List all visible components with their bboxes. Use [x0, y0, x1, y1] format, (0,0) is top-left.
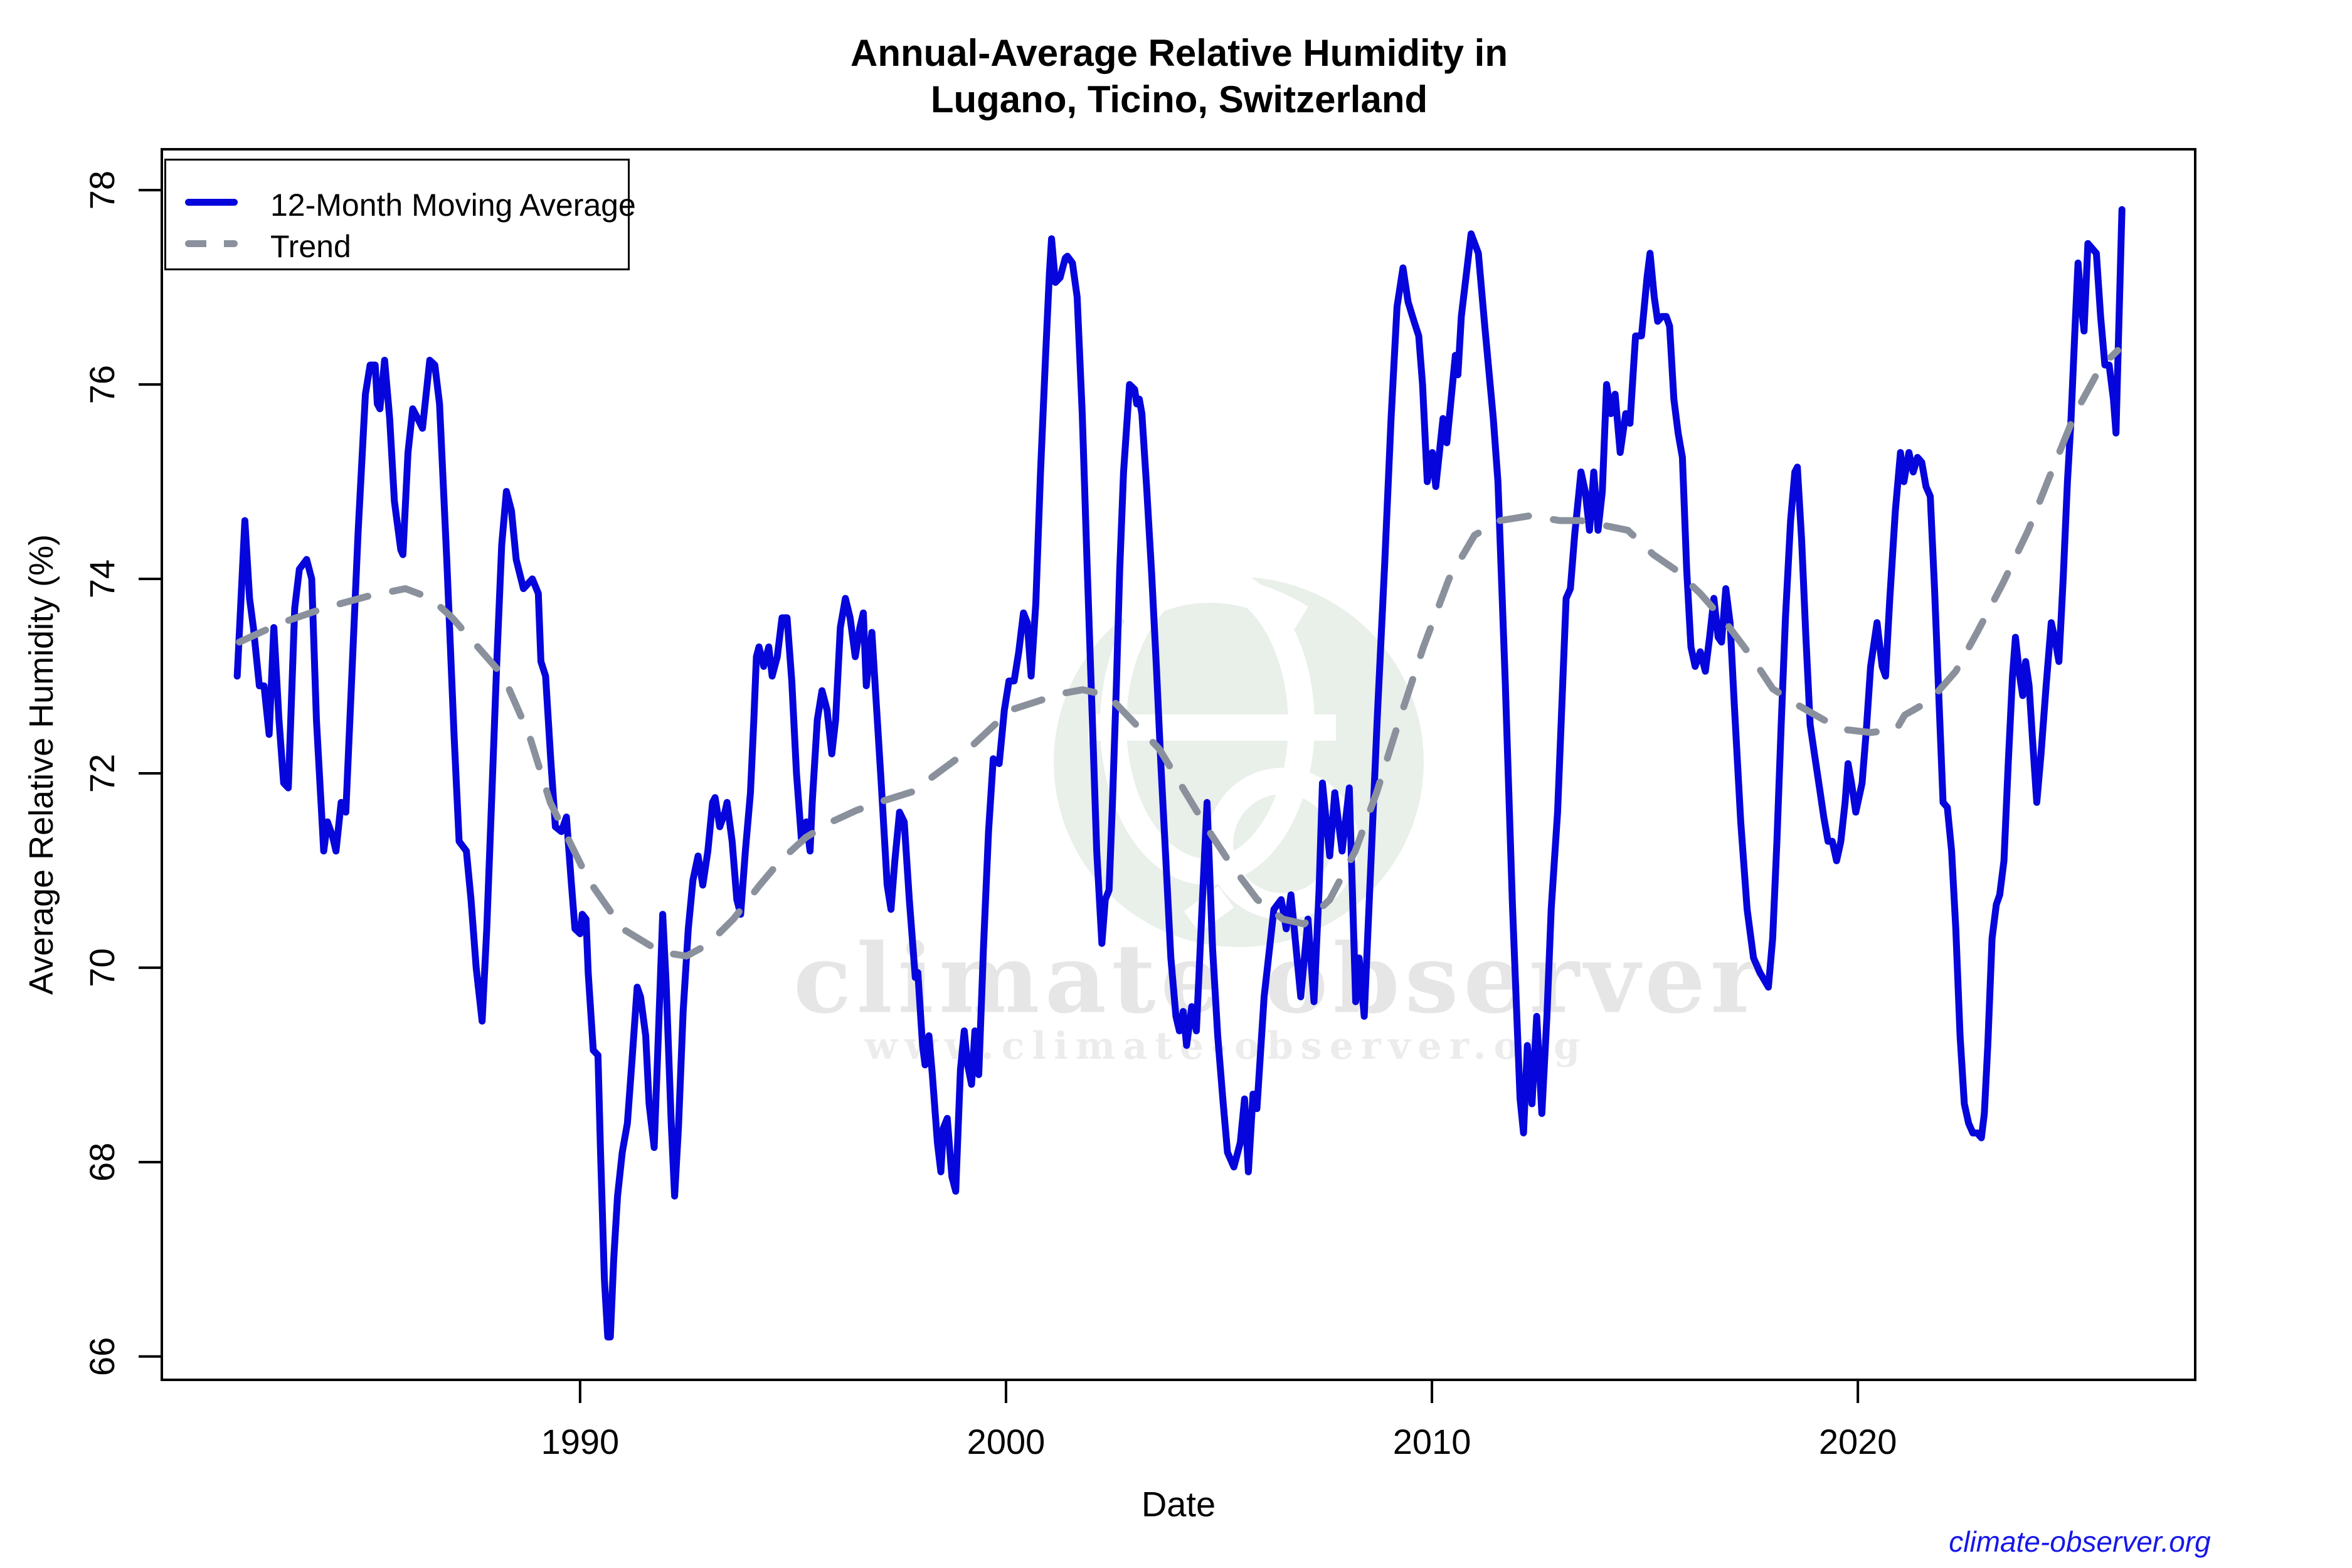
site-link[interactable]: climate-observer.org — [1949, 1525, 2211, 1558]
trend-line-series — [236, 347, 2121, 960]
chart-title-line2: Lugano, Ticino, Switzerland — [930, 78, 1428, 120]
y-tick-label: 76 — [82, 365, 122, 404]
plot-box — [161, 148, 2196, 1381]
y-tick-label: 74 — [82, 559, 122, 598]
x-tick-label: 2020 — [1819, 1422, 1897, 1461]
moving-average-series — [233, 206, 2126, 1341]
y-tick-label: 66 — [82, 1337, 122, 1376]
watermark-text: climate observer — [793, 922, 1766, 1035]
legend-label-trend: Trend — [270, 229, 351, 264]
x-tick-label: 2000 — [967, 1422, 1046, 1461]
trend-line-swatch — [185, 240, 238, 247]
y-tick-label: 78 — [82, 171, 122, 209]
y-tick-label: 68 — [82, 1143, 122, 1182]
legend-item-trend: Trend — [166, 229, 628, 264]
legend: 12-Month Moving Average Trend — [164, 159, 636, 270]
x-tick-label: 2010 — [1393, 1422, 1471, 1461]
y-axis-title: Average Relative Humidity (%) — [23, 534, 60, 995]
x-axis-title: Date — [1141, 1484, 1216, 1524]
y-tick-label: 70 — [82, 948, 122, 987]
legend-item-moving-average: 12-Month Moving Average — [166, 188, 636, 223]
chart-title-line1: Annual-Average Relative Humidity in — [850, 32, 1508, 74]
y-tick-label: 72 — [82, 754, 122, 793]
moving-average-line-swatch — [185, 199, 238, 206]
x-tick-label: 1990 — [541, 1422, 620, 1461]
legend-label-moving-average: 12-Month Moving Average — [270, 188, 636, 223]
chart-title: Annual-Average Relative Humidity in Luga… — [552, 30, 1806, 123]
